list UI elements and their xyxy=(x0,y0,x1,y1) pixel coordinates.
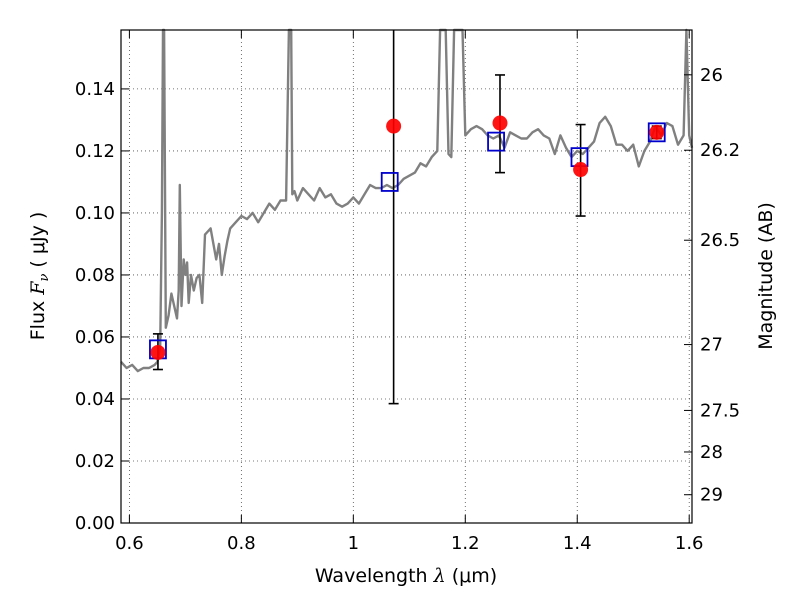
x-tick-label: 1 xyxy=(348,533,359,554)
magnitude-tick-label: 26 xyxy=(700,65,723,86)
y-tick-label: 0.02 xyxy=(75,451,115,472)
observed-point xyxy=(150,344,166,360)
x-tick-label: 1.2 xyxy=(451,533,480,554)
magnitude-tick-label: 26.5 xyxy=(700,230,740,251)
spectrum-line xyxy=(120,28,694,373)
y-axis-label: Flux Fν ( μJy ) xyxy=(27,212,52,341)
observed-point xyxy=(649,124,665,140)
x-tick-label: 0.8 xyxy=(227,533,256,554)
magnitude-axis-label: Magnitude (AB) xyxy=(755,202,777,350)
model-point xyxy=(380,172,399,192)
model-point xyxy=(487,131,505,152)
observed-point xyxy=(573,162,589,178)
y-tick-label: 0.10 xyxy=(75,203,115,224)
y-axis: 0.00 0.02 0.04 0.06 0.08 0.10 0.12 0.14 xyxy=(75,79,129,534)
magnitude-tick-label: 27 xyxy=(700,335,723,356)
magnitude-axis: 26 26.2 26.5 27 27.5 28 29 xyxy=(684,65,740,506)
observed-point xyxy=(386,118,402,134)
x-axis-label: Wavelength λ (μm) xyxy=(315,565,497,587)
x-tick-label: 1.6 xyxy=(675,533,704,554)
x-tick-label: 1.4 xyxy=(563,533,592,554)
x-axis: 0.6 0.8 1 1.2 1.4 1.6 xyxy=(115,30,704,554)
magnitude-tick-label: 26.2 xyxy=(700,140,740,161)
observed-markers xyxy=(150,115,665,360)
spectrum-layer xyxy=(120,28,694,373)
magnitude-tick-label: 27.5 xyxy=(700,400,740,421)
y-tick-label: 0.00 xyxy=(75,513,115,534)
observed-point xyxy=(492,115,508,131)
y-tick-label: 0.04 xyxy=(75,389,115,410)
magnitude-tick-label: 29 xyxy=(700,485,723,506)
magnitude-tick-label: 28 xyxy=(700,442,723,463)
y-tick-label: 0.06 xyxy=(75,327,115,348)
y-tick-label: 0.08 xyxy=(75,265,115,286)
plot-frame xyxy=(120,29,693,524)
y-tick-label: 0.14 xyxy=(75,79,115,100)
x-tick-label: 0.6 xyxy=(115,533,144,554)
y-tick-label: 0.12 xyxy=(75,141,115,162)
model-point xyxy=(647,122,666,143)
